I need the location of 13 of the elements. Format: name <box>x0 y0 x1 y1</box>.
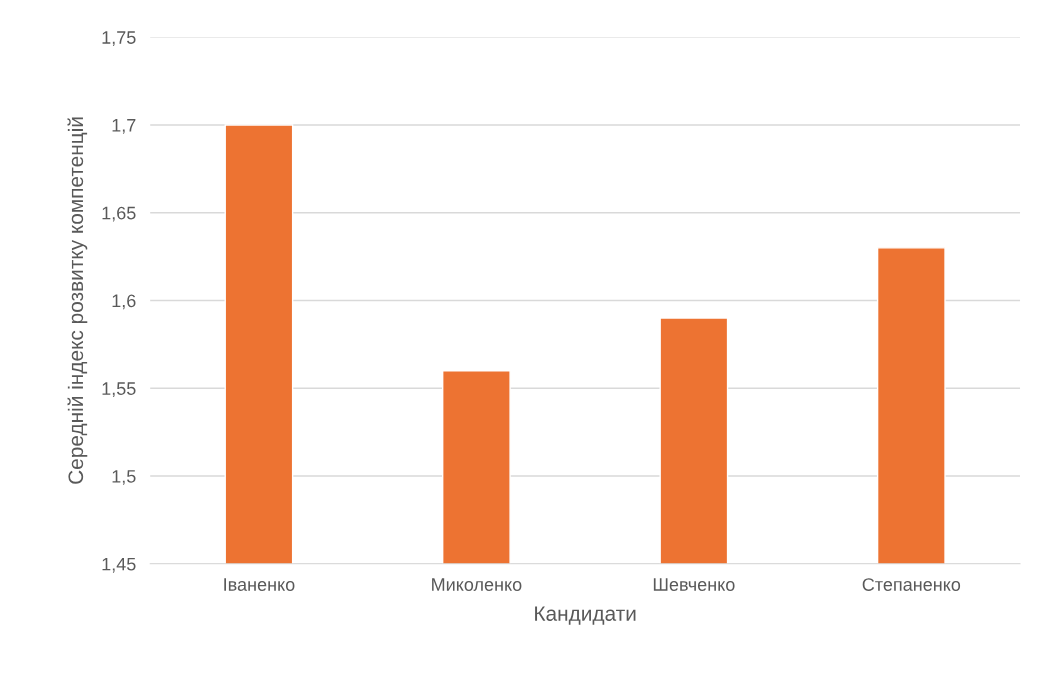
y-tick-label: 1,55 <box>102 382 136 398</box>
y-tick-label: 1,75 <box>102 31 136 47</box>
x-tick-label: Степаненко <box>862 578 961 591</box>
x-tick-label: Миколенко <box>432 578 522 591</box>
y-tick-label: 1,65 <box>102 206 136 222</box>
x-axis-title: Кандидати <box>535 606 636 625</box>
y-tick-label: 1,7 <box>112 119 136 134</box>
y-tick-label: 1,6 <box>112 294 136 310</box>
y-axis-title: Середній індекс розвитку компетенцій <box>67 117 88 484</box>
y-tick-label: 1,5 <box>112 470 136 485</box>
y-tick-label: 1,45 <box>102 557 136 573</box>
x-tick-label: Шевченко <box>653 578 735 591</box>
x-tick-label: Іваненко <box>224 578 295 591</box>
